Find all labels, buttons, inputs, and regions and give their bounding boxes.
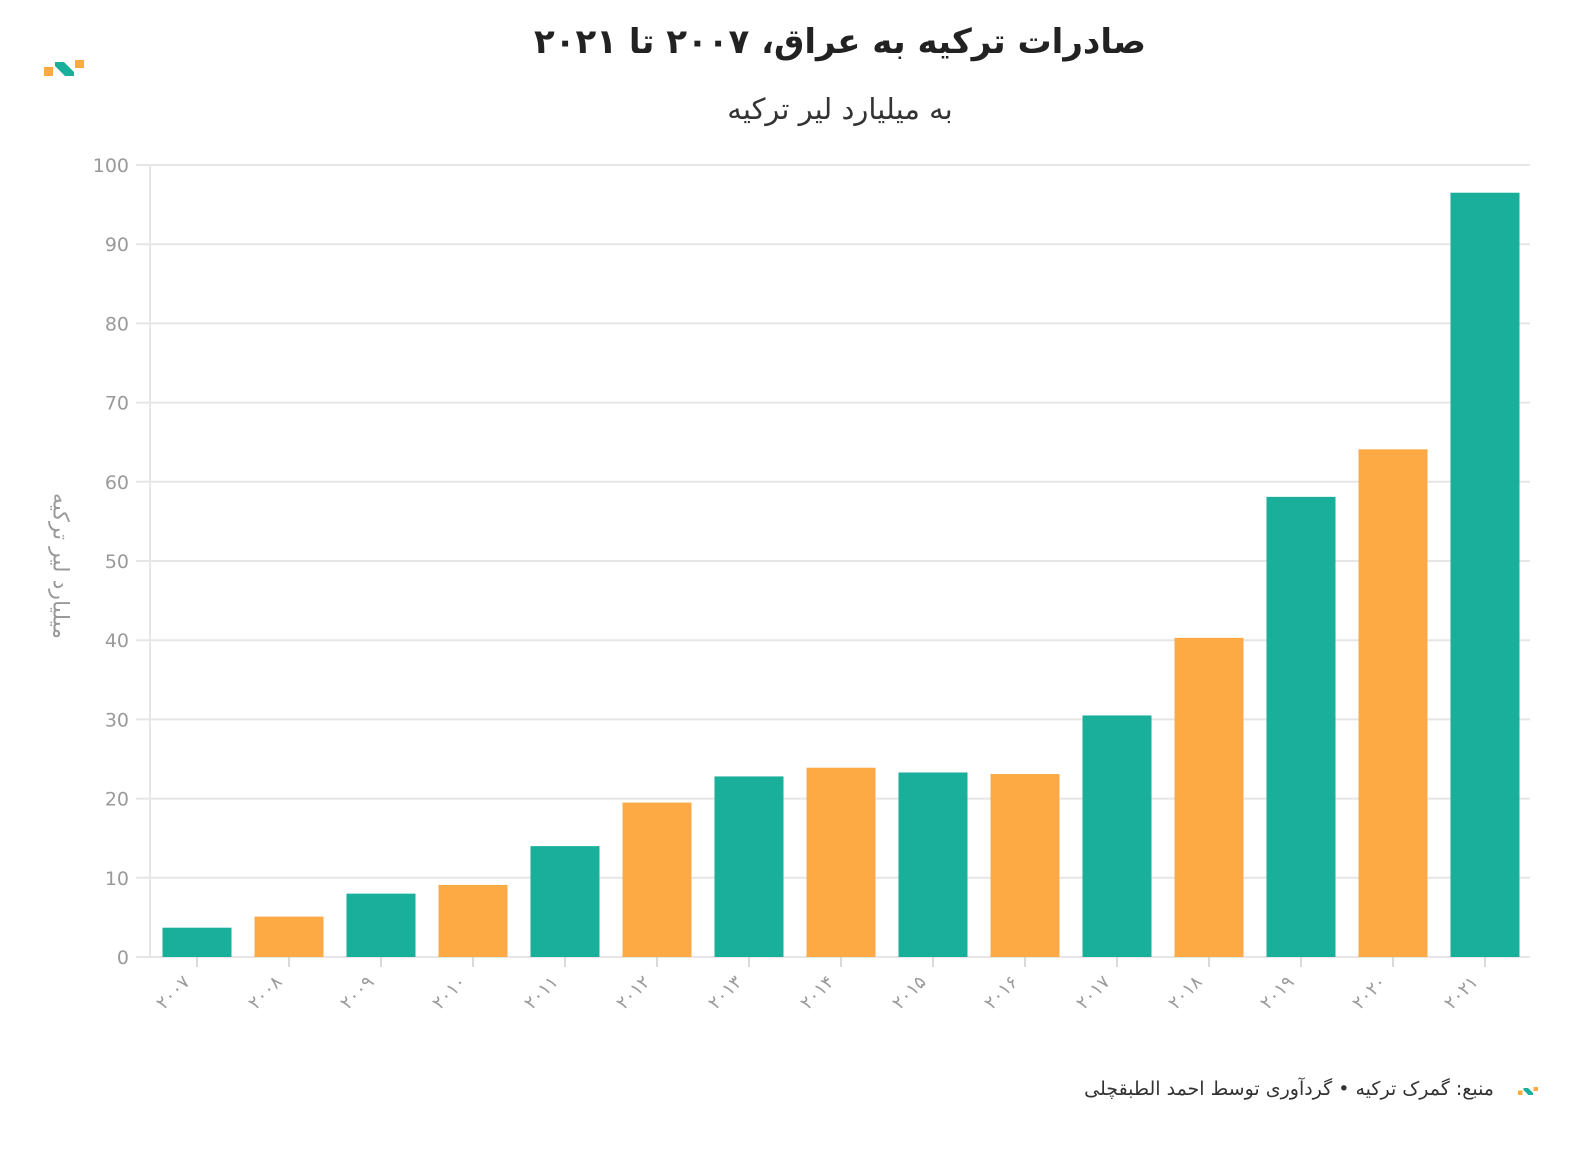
brand-logo-icon [44,60,84,76]
y-tick-label: 50 [105,551,129,573]
x-tick-label: ۲۰۱۲ [612,972,654,1014]
x-tick-label: ۲۰۱۰ [428,972,470,1014]
y-tick-label: 90 [105,234,129,256]
y-tick-label: 0 [117,947,129,969]
x-tick-label: ۲۰۱۵ [888,972,930,1014]
bar-4 [530,846,600,957]
y-tick-label: 60 [105,472,129,494]
y-tick-label: 100 [93,155,129,177]
bar-11 [1174,637,1244,957]
y-tick-label: 20 [105,789,129,811]
bar-9 [990,774,1060,957]
bar-1 [254,916,324,957]
x-tick-label: ۲۰۱۶ [980,972,1022,1014]
x-tick-label: ۲۰۲۰ [1348,972,1390,1014]
source-note: منبع: گمرک ترکیه • گردآوری توسط احمد الط… [1084,1078,1494,1100]
bar-12 [1266,496,1336,957]
bar-8 [898,772,968,957]
y-tick-label: 70 [105,393,129,415]
footer-logo-icon [1518,1087,1538,1095]
bar-chart: 0 10 20 30 40 50 60 70 80 90 100 ۲۰۰۷ ۲۰۰۸ ۲۰۰۹ ۲۰۱۰ ۲۰… [93,155,1530,1014]
chart-title: صادرات ترکیه به عراق، ۲۰۰۷ تا ۲۰۲۱ [534,22,1146,62]
bar-6 [714,776,784,957]
bar-2 [346,893,416,957]
y-tick-label: 10 [105,868,129,890]
x-tick-label: ۲۰۰۸ [244,971,286,1013]
x-tick-label: ۲۰۱۹ [1256,972,1298,1014]
x-tick-label: ۲۰۱۴ [796,972,838,1014]
bar-0 [162,927,232,957]
bar-10 [1082,715,1152,957]
x-tick-label: ۲۰۱۸ [1164,971,1206,1013]
bar-14 [1450,192,1520,958]
y-tick-label: 30 [105,709,129,731]
bar-13 [1358,449,1428,957]
x-tick-label: ۲۰۲۱ [1440,972,1482,1014]
x-tick-label: ۲۰۰۷ [152,971,194,1013]
bar-5 [622,802,692,957]
x-tick-label: ۲۰۱۱ [520,972,562,1014]
chart-subtitle: به میلیارد لیر ترکیه [727,92,953,126]
x-tick-label: ۲۰۱۳ [704,971,746,1013]
x-tick-label: ۲۰۱۷ [1072,971,1114,1013]
y-tick-label: 80 [105,313,129,335]
x-tick-label: ۲۰۰۹ [336,972,378,1014]
y-tick-label: 40 [105,630,129,652]
bar-7 [806,767,876,957]
bar-3 [438,884,508,957]
